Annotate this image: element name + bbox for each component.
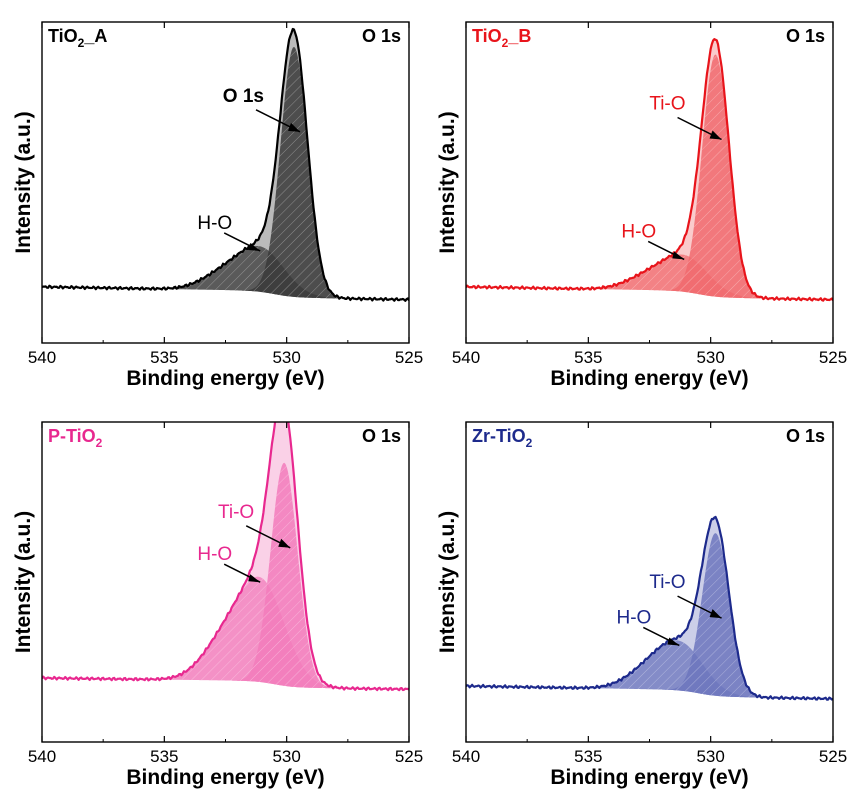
sample-title: TiO2_A <box>48 26 107 50</box>
sample-title-prefix: TiO <box>472 26 502 46</box>
sample-title-subscript: 2 <box>502 36 509 50</box>
sample-title-subscript: 2 <box>526 436 533 450</box>
plot-frame <box>465 21 834 344</box>
peak-arrowhead-main <box>278 538 291 548</box>
peak-arrowhead-ho <box>667 637 680 646</box>
sample-title-subscript: 2 <box>96 436 103 450</box>
sample-title-subscript: 2 <box>78 36 85 50</box>
peak-hatch-main <box>466 54 833 300</box>
envelope-fill <box>466 39 833 301</box>
panel-3: 540 535 530 525 Binding energy (eV) Intensity… <box>12 421 423 789</box>
peak-arrowhead-main <box>288 122 301 132</box>
x-tick-label: 530 <box>696 348 724 367</box>
peak-arrowhead-ho <box>248 242 261 251</box>
region-label: O 1s <box>362 426 401 446</box>
sample-title-prefix: Zr-TiO <box>472 426 526 446</box>
x-tick-label: 525 <box>819 348 847 367</box>
spectrum-line <box>42 27 409 302</box>
plot-frame <box>41 421 410 743</box>
region-label: O 1s <box>786 426 825 446</box>
plot-area <box>42 422 409 692</box>
x-tick-label: 525 <box>819 747 847 766</box>
x-tick-label: 540 <box>28 747 56 766</box>
peak-label-ho: H-O <box>621 221 656 242</box>
x-tick-label: 535 <box>150 348 178 367</box>
sample-title-suffix: _A <box>83 26 107 46</box>
plot-frame <box>41 21 410 344</box>
peak-hatch-ho <box>42 576 409 690</box>
x-axis-label: Binding energy (eV) <box>126 766 324 789</box>
sample-title-suffix: _B <box>507 26 531 46</box>
peak-arrowhead-ho <box>248 574 261 583</box>
sample-title: TiO2_B <box>472 26 531 50</box>
x-axis-label: Binding energy (eV) <box>550 766 748 789</box>
peak-area-main <box>466 54 833 300</box>
plot-area <box>466 515 833 701</box>
sample-title: Zr-TiO2 <box>472 426 533 450</box>
envelope-fill <box>42 28 409 301</box>
x-tick-label: 535 <box>574 747 602 766</box>
plot-area <box>42 27 409 302</box>
peak-hatch-ho <box>466 640 833 699</box>
x-axis-label: Binding energy (eV) <box>550 367 748 390</box>
peak-hatch-ho <box>42 245 409 300</box>
x-tick-label: 535 <box>150 747 178 766</box>
x-tick-label: 525 <box>395 747 423 766</box>
x-tick-label: 530 <box>696 747 724 766</box>
peak-area-main <box>42 46 409 300</box>
peak-hatch-ho <box>466 254 833 300</box>
y-axis-label: Intensity (a.u.) <box>12 511 35 653</box>
peak-label-main: Ti-O <box>649 93 685 114</box>
peak-label-ho: H-O <box>197 544 232 565</box>
panel-2: 540 535 530 525 Binding energy (eV) Intensity… <box>436 21 847 390</box>
peak-label-main: O 1s <box>223 86 264 107</box>
peak-hatch-main <box>42 46 409 300</box>
spectrum-line <box>42 422 409 692</box>
x-tick-label: 525 <box>395 348 423 367</box>
region-label: O 1s <box>362 26 401 46</box>
x-axis-label: Binding energy (eV) <box>126 367 324 390</box>
x-tick-label: 535 <box>574 348 602 367</box>
panel-4: 540 535 530 525 Binding energy (eV) Intensity… <box>436 421 847 789</box>
sample-title-prefix: TiO <box>48 26 78 46</box>
x-tick-label: 540 <box>452 348 480 367</box>
region-label: O 1s <box>786 26 825 46</box>
spectrum-line <box>466 515 833 701</box>
x-tick-label: 530 <box>272 348 300 367</box>
spectrum-line <box>466 38 833 302</box>
sample-title: P-TiO2 <box>48 426 103 450</box>
peak-label-main: Ti-O <box>218 502 254 523</box>
panel-1: 540 535 530 525 Binding energy (eV) Intensity… <box>12 21 423 390</box>
x-tick-label: 540 <box>452 747 480 766</box>
y-axis-label: Intensity (a.u.) <box>436 511 459 653</box>
peak-arrowhead-main <box>709 609 722 619</box>
peak-arrowhead-ho <box>672 251 685 260</box>
peak-label-ho: H-O <box>197 213 232 234</box>
x-tick-label: 530 <box>272 747 300 766</box>
peak-label-ho: H-O <box>616 607 651 628</box>
peak-label-main: Ti-O <box>649 572 685 593</box>
y-axis-label: Intensity (a.u.) <box>12 111 35 253</box>
sample-title-prefix: P-TiO <box>48 426 96 446</box>
y-axis-label: Intensity (a.u.) <box>436 111 459 253</box>
x-tick-label: 540 <box>28 348 56 367</box>
peak-arrowhead-main <box>709 130 722 140</box>
plot-area <box>466 38 833 302</box>
